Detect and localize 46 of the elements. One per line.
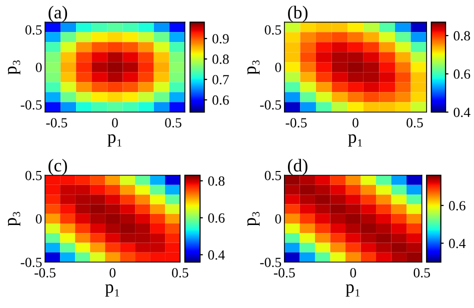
color-bar-label: 0.8 bbox=[208, 176, 224, 186]
color-bar-label: 0.6 bbox=[448, 201, 466, 210]
color-bar-label: 0.4 bbox=[454, 108, 470, 118]
color-bar-label: 0.8 bbox=[454, 31, 470, 41]
y-tick-label: 0.5 bbox=[25, 25, 42, 35]
y-tick-label: 0 bbox=[275, 62, 282, 72]
x-axis-title: p₁ bbox=[108, 134, 122, 147]
y-axis-title: p₃ bbox=[8, 60, 20, 75]
x-tick-label: 0 bbox=[352, 118, 358, 128]
chart-title: (c) bbox=[48, 158, 67, 176]
y-axis-title: p₃ bbox=[8, 212, 20, 226]
y-axis-title: p₃ bbox=[247, 212, 260, 226]
y-tick-label: -0.5 bbox=[260, 100, 282, 110]
y-tick-label: 0.5 bbox=[264, 170, 282, 180]
y-tick-label: -0.5 bbox=[20, 258, 42, 268]
color-bar-label: 0.6 bbox=[208, 213, 225, 223]
chart-title: (a) bbox=[48, 6, 68, 22]
color-bar-label: 0.6 bbox=[212, 95, 229, 105]
color-bar-label: 0.4 bbox=[208, 250, 225, 260]
x-tick-label: 0 bbox=[110, 268, 116, 278]
y-tick-label: -0.5 bbox=[260, 258, 282, 268]
color-bar-label: 0.6 bbox=[454, 69, 470, 79]
y-tick-label: -0.5 bbox=[20, 100, 42, 110]
x-tick-label: 0.5 bbox=[414, 268, 430, 278]
y-tick-label: 0.5 bbox=[25, 170, 42, 180]
y-tick-label: 0 bbox=[275, 214, 282, 224]
color-bar-label: 0.4 bbox=[448, 238, 466, 248]
y-tick-label: 0 bbox=[36, 62, 42, 72]
x-tick-label: 0.5 bbox=[165, 118, 182, 128]
chart-title: (b) bbox=[288, 6, 308, 22]
color-bar-label: 0.9 bbox=[212, 34, 229, 44]
x-axis-title: p₁ bbox=[105, 284, 119, 297]
color-bar-label: 0.7 bbox=[212, 74, 229, 84]
y-tick-label: 0 bbox=[36, 214, 42, 224]
y-tick-label: 0.5 bbox=[264, 25, 282, 35]
chart-title: (d) bbox=[288, 158, 308, 176]
x-tick-label: 0.5 bbox=[172, 268, 188, 278]
x-tick-label: 0 bbox=[350, 268, 356, 278]
x-tick-label: 0.5 bbox=[406, 118, 423, 128]
x-axis-title: p₁ bbox=[346, 284, 360, 297]
x-axis-title: p₁ bbox=[348, 134, 362, 147]
x-tick-label: 0 bbox=[112, 118, 118, 128]
color-bar-label: 0.8 bbox=[212, 54, 229, 64]
x-tick-label: -0.5 bbox=[286, 118, 307, 128]
x-tick-label: -0.5 bbox=[46, 118, 68, 128]
y-axis-title: p₃ bbox=[247, 60, 260, 75]
